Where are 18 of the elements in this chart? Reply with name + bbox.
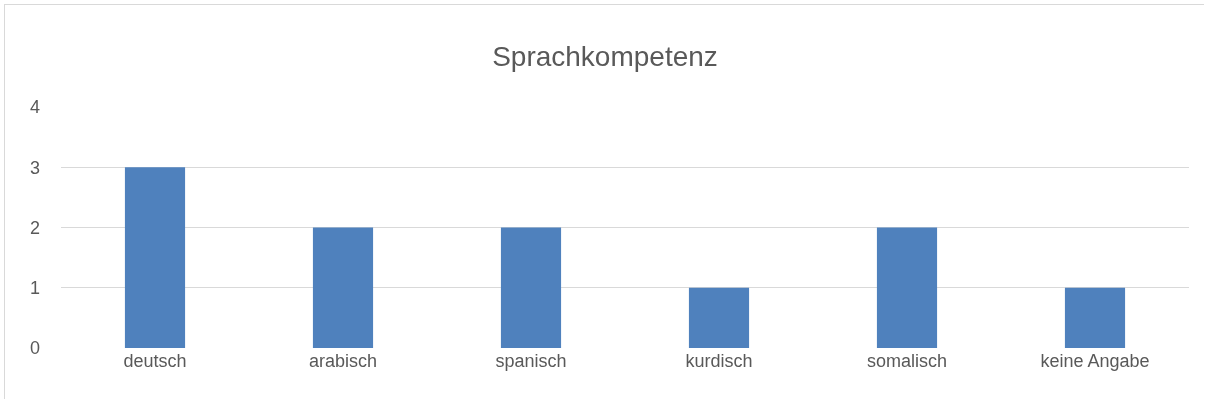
x-tick-label: keine Angabe [1040,351,1150,371]
y-tick-label: 2 [29,217,40,238]
y-tick-label: 3 [29,157,40,178]
y-tick-label: 4 [29,97,40,118]
bar [312,227,374,348]
x-tick-label: kurdisch [685,351,753,371]
x-tick-label: somalisch [866,351,948,371]
bar [688,287,750,348]
x-tick-label: deutsch [123,351,187,371]
bar [500,227,562,348]
bar [876,227,938,348]
x-tick-label: arabisch [308,351,378,371]
y-tick-label: 1 [29,278,40,299]
bar [124,167,186,348]
y-tick-label: 0 [29,338,40,359]
x-tick-label: spanisch [495,351,567,371]
bar [1064,287,1126,348]
chart-title: Sprachkompetenz [492,41,718,73]
